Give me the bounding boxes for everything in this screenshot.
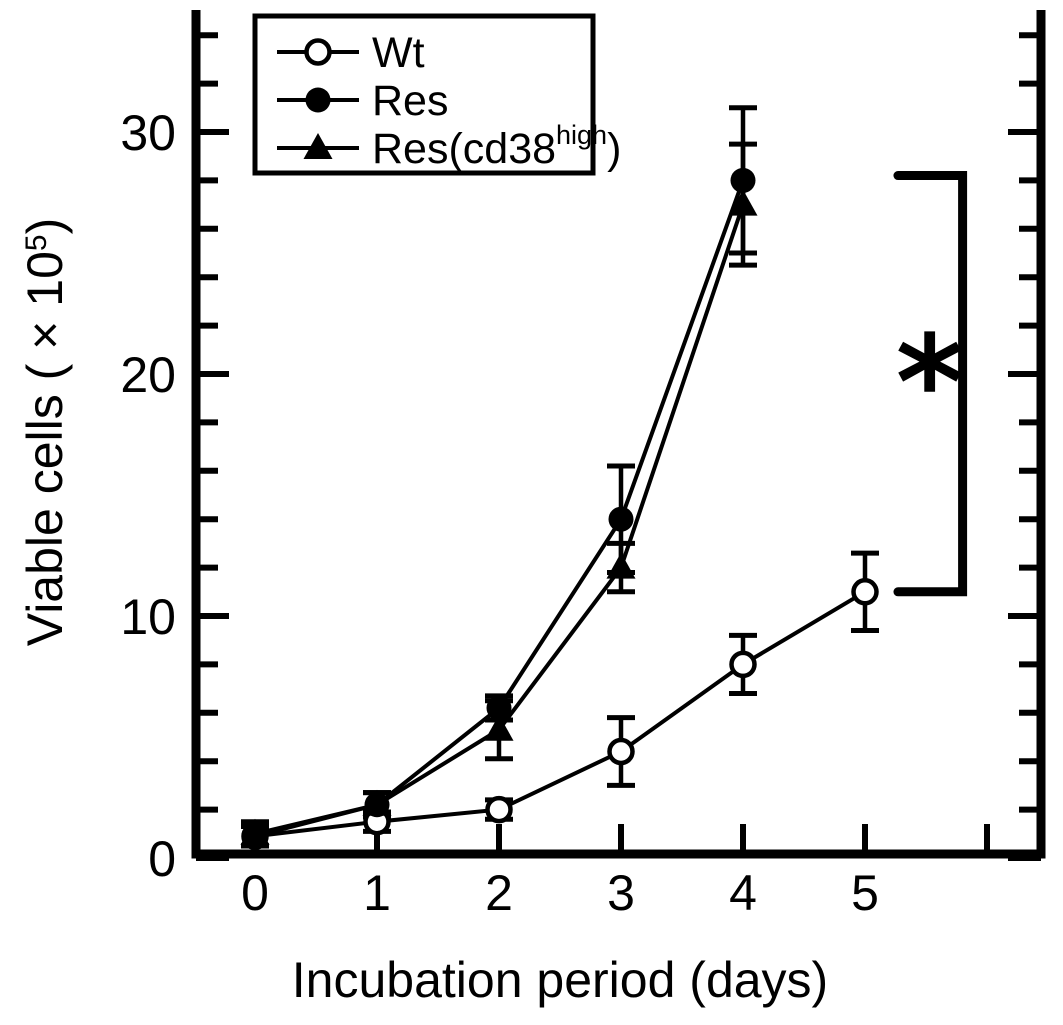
- legend-filled-triangle-icon: [303, 133, 333, 159]
- x-tick-label: 3: [607, 865, 635, 921]
- significance-bracket: [893, 171, 968, 597]
- marker-open-circle-wt: [607, 737, 635, 766]
- x-tick-label: 4: [729, 865, 757, 921]
- marker-filled-triangle-res-cd38high: [606, 552, 636, 579]
- y-axis-title-text: Viable cells ( × 10: [17, 251, 73, 647]
- legend-label: Wt: [372, 29, 425, 77]
- marker-filled-triangle-res-cd38high: [362, 789, 392, 816]
- series-line-wt: [254, 590, 867, 839]
- x-tick-label: 5: [851, 865, 879, 921]
- marker-filled-circle-res: [730, 167, 756, 193]
- marker-open-circle-wt: [485, 795, 513, 824]
- significance-asterisk: *: [896, 307, 964, 459]
- marker-filled-triangle-res-cd38high: [728, 189, 758, 216]
- legend-open-circle-icon: [304, 38, 332, 66]
- marker-open-circle-wt: [851, 578, 879, 606]
- y-axis-title-close: ): [17, 217, 73, 235]
- x-axis-title: Incubation period (days): [130, 948, 990, 1012]
- legend-filled-circle-icon: [305, 87, 331, 113]
- y-tick-label: 10: [120, 589, 176, 645]
- x-tick-label: 0: [241, 865, 269, 921]
- legend-label: Res(cd38high): [372, 120, 621, 173]
- y-tick-label: 20: [120, 347, 176, 403]
- marker-filled-triangle-res-cd38high: [240, 818, 270, 845]
- marker-open-circle-wt: [729, 650, 757, 679]
- legend-label: Res: [372, 77, 448, 125]
- y-axis-title: Viable cells ( × 105): [13, 2, 77, 862]
- y-axis-title-superscript: 5: [19, 234, 53, 252]
- marker-filled-circle-res: [608, 506, 634, 532]
- marker-filled-circle-res: [486, 695, 512, 721]
- y-tick-label: 30: [120, 105, 176, 161]
- marker-filled-triangle-res-cd38high: [484, 714, 514, 741]
- x-tick-label: 1: [363, 865, 391, 921]
- x-tick-label: 2: [485, 865, 513, 921]
- x-axis-title-text: Incubation period (days): [291, 952, 829, 1008]
- y-tick-label: 0: [148, 831, 176, 887]
